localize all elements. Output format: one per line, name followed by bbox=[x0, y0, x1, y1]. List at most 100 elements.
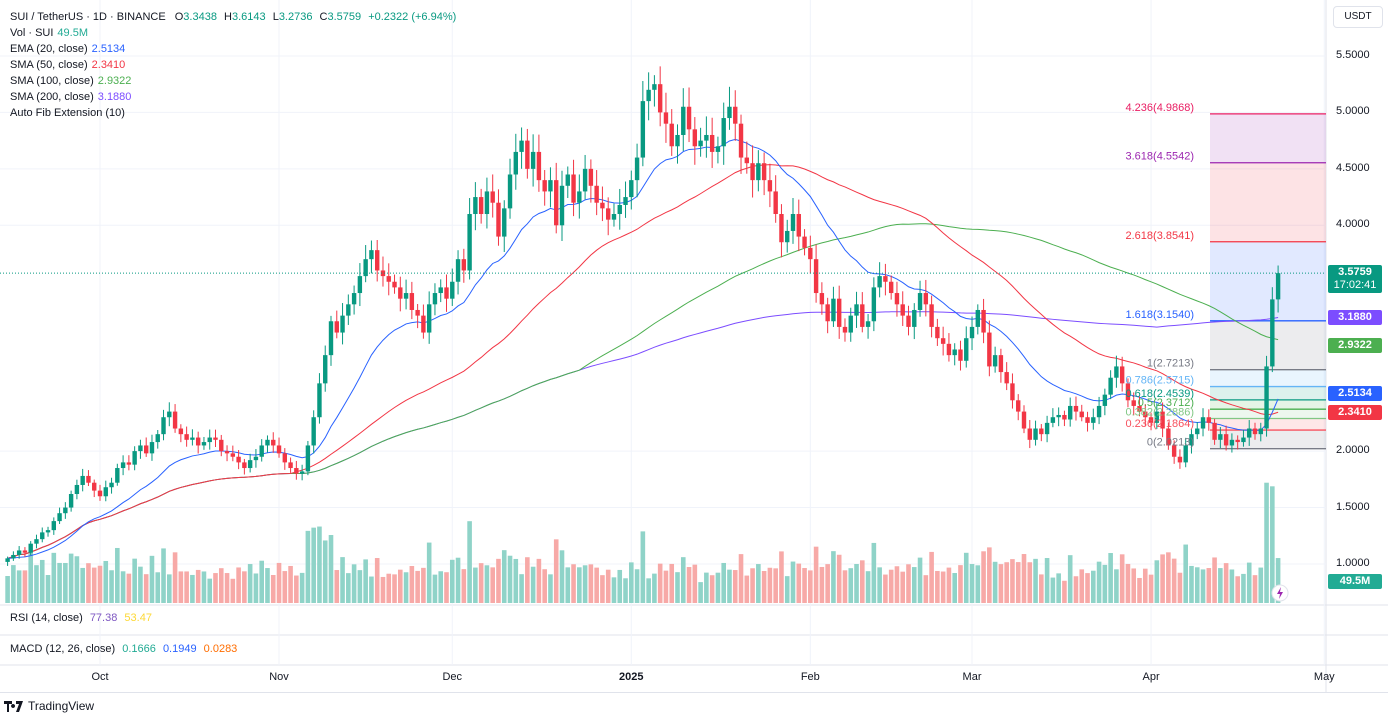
volume-bar bbox=[230, 578, 236, 603]
candle-body bbox=[1033, 428, 1038, 440]
volume-bar bbox=[1085, 573, 1090, 603]
candle-body bbox=[1218, 434, 1223, 440]
candle-body bbox=[502, 208, 507, 237]
last-price-badge: 3.5759 17:02:41 bbox=[1328, 265, 1382, 293]
candle-body bbox=[877, 276, 882, 288]
volume-bar bbox=[952, 573, 957, 603]
candle-body bbox=[1027, 428, 1032, 440]
candle-body bbox=[813, 259, 819, 294]
sma50-badge: 2.3410 bbox=[1328, 405, 1382, 420]
candle-body bbox=[282, 453, 287, 463]
time-tick-label: May bbox=[1313, 671, 1335, 683]
candle-body bbox=[1177, 456, 1183, 463]
indicator-row[interactable]: SMA (100, close) 2.9322 bbox=[10, 73, 456, 89]
volume-bar bbox=[34, 565, 39, 603]
candle-body bbox=[490, 191, 495, 203]
volume-bar bbox=[577, 567, 582, 603]
candle-body bbox=[242, 462, 247, 469]
volume-bar bbox=[640, 531, 646, 603]
volume-bar bbox=[507, 555, 513, 603]
fib-level-label: 3.618(4.5542) bbox=[1126, 151, 1195, 163]
candle-body bbox=[756, 163, 761, 181]
candle-body bbox=[715, 146, 721, 152]
volume-bar bbox=[138, 566, 143, 603]
volume-bar bbox=[825, 564, 830, 603]
candle-body bbox=[513, 151, 518, 175]
candle-body bbox=[657, 84, 663, 113]
candle-body bbox=[265, 439, 270, 446]
time-tick-label: Dec bbox=[442, 671, 463, 683]
volume-bar bbox=[1246, 562, 1252, 603]
volume-bar bbox=[1200, 569, 1206, 603]
candle-body bbox=[1166, 428, 1171, 446]
candle-body bbox=[224, 451, 230, 454]
candle-body bbox=[906, 315, 911, 327]
candle-body bbox=[149, 442, 155, 454]
fib-band bbox=[1210, 241, 1326, 321]
candle-body bbox=[299, 471, 305, 474]
candle-body bbox=[611, 214, 617, 220]
currency-button[interactable]: USDT bbox=[1333, 6, 1383, 28]
symbol-title[interactable]: SUI / TetherUS · 1D · BINANCE bbox=[10, 11, 166, 23]
fib-band bbox=[1210, 430, 1326, 449]
candle-body bbox=[132, 451, 137, 465]
price-tick-label: 4.5000 bbox=[1336, 161, 1370, 174]
candle-body bbox=[236, 456, 241, 463]
lightning-icon-glyph bbox=[1277, 587, 1283, 599]
candle-body bbox=[940, 338, 946, 344]
volume-bar bbox=[172, 552, 178, 603]
volume-bar bbox=[906, 564, 911, 603]
indicator-row[interactable]: SMA (200, close) 3.1880 bbox=[10, 89, 456, 105]
volume-bar bbox=[380, 576, 386, 603]
volume-bar bbox=[1004, 562, 1009, 603]
volume-bar bbox=[242, 571, 247, 603]
candle-body bbox=[201, 442, 207, 446]
candle-body bbox=[894, 293, 900, 305]
volume-bar bbox=[5, 576, 10, 603]
indicator-row[interactable]: Vol · SUI 49.5M bbox=[10, 25, 456, 41]
fib-level-label: 4.236(4.9868) bbox=[1126, 102, 1195, 114]
volume-bar bbox=[190, 574, 195, 603]
macd-legend[interactable]: MACD (12, 26, close) 0.1666 0.1949 0.028… bbox=[10, 643, 237, 655]
volume-bar bbox=[929, 551, 934, 603]
volume-bar bbox=[571, 564, 576, 603]
volume-bar bbox=[63, 562, 68, 603]
volume-bar bbox=[259, 560, 264, 603]
macd-line-value: 0.1949 bbox=[162, 643, 197, 655]
candle-body bbox=[109, 482, 114, 488]
indicator-row[interactable]: SMA (50, close) 2.3410 bbox=[10, 57, 456, 73]
volume-bar bbox=[1039, 574, 1044, 603]
candle-body bbox=[178, 428, 184, 435]
candle-body bbox=[952, 349, 957, 356]
volume-bar bbox=[294, 575, 299, 603]
volume-bar bbox=[969, 564, 975, 603]
volume-bar bbox=[120, 571, 126, 603]
candle-body bbox=[311, 417, 316, 446]
volume-bar bbox=[657, 563, 663, 603]
candle-body bbox=[779, 214, 784, 243]
candle-body bbox=[357, 276, 363, 294]
candle-body bbox=[692, 129, 698, 147]
volume-bar bbox=[848, 568, 854, 603]
candle-body bbox=[115, 468, 120, 483]
rsi-legend[interactable]: RSI (14, close) 77.38 53.47 bbox=[10, 612, 152, 624]
candle-body bbox=[346, 304, 351, 316]
candle-body bbox=[600, 202, 605, 209]
candle-body bbox=[860, 304, 865, 327]
macd-histogram-value: 0.1666 bbox=[122, 643, 156, 655]
volume-bar bbox=[51, 552, 57, 603]
volume-bar bbox=[1021, 554, 1027, 603]
candle-body bbox=[455, 259, 461, 282]
volume-bar bbox=[663, 570, 669, 603]
volume-bar bbox=[588, 564, 594, 603]
candle-body bbox=[1241, 437, 1246, 443]
tradingview-logo[interactable]: TradingView bbox=[4, 699, 94, 713]
indicator-row[interactable]: EMA (20, close) 2.5134 bbox=[10, 41, 456, 57]
indicator-row[interactable]: Auto Fib Extension (10) bbox=[10, 105, 456, 121]
volume-bar bbox=[340, 557, 345, 603]
volume-bar bbox=[975, 565, 981, 603]
candle-body bbox=[1131, 400, 1136, 406]
volume-bar bbox=[819, 566, 825, 603]
time-tick-label: Oct bbox=[91, 671, 109, 683]
